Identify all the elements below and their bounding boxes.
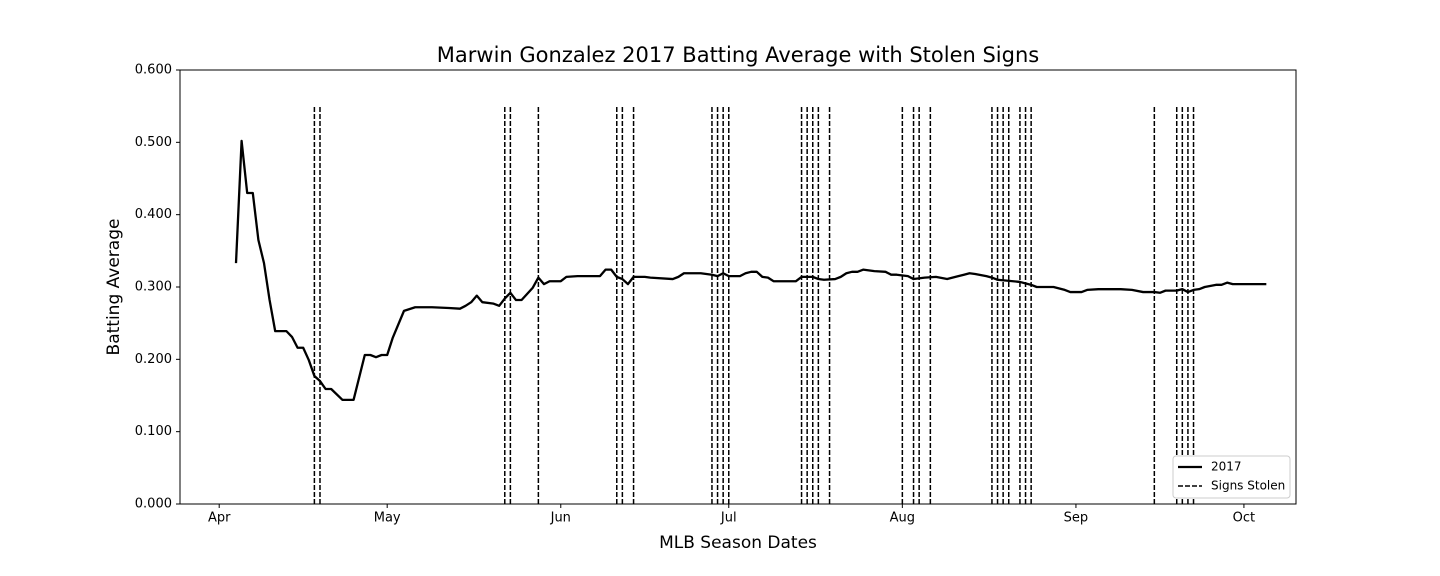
x-tick-label: Sep [1064,511,1089,526]
y-axis-label: Batting Average [104,219,124,356]
legend-label: Signs Stolen [1211,479,1285,493]
legend-box [1172,455,1291,499]
y-tick-label: 0.500 [135,135,172,150]
x-tick-label: Apr [208,511,231,526]
y-tick-label: 0.600 [135,63,172,78]
y-tick-label: 0.300 [135,280,172,295]
y-tick-label: 0.100 [135,424,172,439]
y-tick-label: 0.000 [135,497,172,512]
x-tick-label: Oct [1233,511,1255,526]
y-tick-label: 0.200 [135,352,172,367]
chart-title: Marwin Gonzalez 2017 Batting Average wit… [437,43,1039,67]
y-tick-label: 0.400 [135,207,172,222]
x-axis-label: MLB Season Dates [659,533,817,553]
x-tick-label: Aug [890,511,915,526]
plot-frame [179,69,1297,505]
legend-label: 2017 [1211,460,1242,474]
series-line [234,139,1267,401]
x-tick-label: Jun [550,511,571,526]
x-tick-label: May [374,511,401,526]
x-tick-label: Jul [720,511,737,526]
